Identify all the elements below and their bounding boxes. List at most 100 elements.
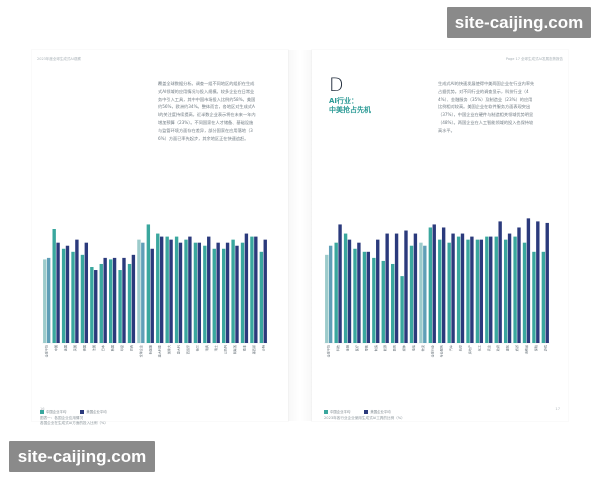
category-label: 荷兰: [194, 345, 199, 351]
category-label: 金融: [345, 345, 350, 351]
legend-label: 美国企业平均: [370, 410, 391, 414]
category-label: 专业服务: [439, 345, 444, 357]
category-label: 媒体: [401, 345, 406, 351]
category-label: 新加坡: [147, 345, 152, 354]
page-number: 17: [555, 407, 560, 411]
page-number: 16: [40, 407, 45, 411]
bar-series-1: [466, 239, 470, 343]
bar-series-1: [193, 242, 198, 343]
category-label: 瑞典: [204, 345, 209, 351]
bar-series-1: [43, 259, 47, 343]
body-text: 覆盖全球数据分析。调查一组不同地区的组织在生成式AI领域的应用情况与投入规模。较…: [158, 81, 256, 141]
bar-series-2: [188, 236, 192, 343]
bar-series-2: [131, 254, 136, 343]
category-label: 旅游: [514, 345, 519, 351]
bar-series-1: [400, 276, 404, 343]
bar-series-2: [526, 218, 531, 343]
bar-series-1: [90, 267, 94, 343]
bar-series-2: [489, 236, 493, 343]
bar-series-1: [362, 251, 367, 343]
bar-series-2: [244, 233, 249, 343]
bar-series-1: [52, 229, 56, 343]
section-title-line: AI行业：: [329, 97, 359, 105]
bar-series-1: [419, 242, 423, 343]
bar-series-1: [485, 236, 489, 343]
category-label: 教育: [392, 345, 397, 351]
bar-series-2: [413, 233, 418, 343]
bar-series-2: [432, 224, 436, 343]
bar-series-2: [75, 239, 79, 343]
bar-series-1: [184, 239, 188, 343]
bar-chart: 全球平均 科技 金融 医疗 零售 制造 能源 教育 媒体 电信 物流 全球行业 专业服务 汽车 航空 房地产化…: [324, 218, 550, 357]
legend-item: 中国企业平均: [324, 409, 350, 414]
running-head: 2023年度全球生成式AI观察: [37, 57, 81, 61]
category-label: 西班牙: [185, 345, 190, 354]
category-label: 韩国: [110, 345, 115, 351]
category-label: 日本: [100, 345, 105, 351]
legend-item: 中国企业平均: [40, 409, 66, 414]
bar-series-1: [137, 239, 141, 343]
legend-swatch: [324, 409, 328, 414]
bar-series-2: [470, 236, 474, 343]
bar-series-1: [494, 236, 498, 343]
bar-series-2: [498, 221, 502, 343]
category-label: 游戏: [542, 345, 547, 351]
legend-swatch: [364, 409, 369, 414]
category-label: 中国: [53, 345, 58, 351]
bar-series-1: [522, 242, 527, 343]
bar-series-1: [212, 248, 216, 343]
bar-series-2: [385, 233, 389, 343]
legend-item: 美国企业平均: [364, 409, 391, 414]
chart-caption: 2023年各行业企业使用生成式AI工具的比例（%）: [324, 416, 405, 421]
category-label: 建筑: [505, 345, 510, 351]
bar-series-2: [394, 233, 399, 343]
category-label: 美国: [63, 345, 68, 351]
category-label: 医疗: [354, 345, 359, 351]
legend-swatch: [80, 409, 85, 414]
legend-item: 美国企业平均: [80, 409, 107, 414]
category-label: 汽车: [448, 345, 453, 351]
bar-series-1: [381, 260, 385, 343]
bar-series-2: [536, 221, 540, 343]
category-label: 瑞士: [213, 345, 218, 351]
caption-line: 2023年各行业企业使用生成式AI工具的比例（%）: [324, 416, 405, 420]
bar-series-2: [347, 239, 352, 343]
bar-series-1: [541, 251, 546, 343]
bar-series-2: [56, 242, 60, 343]
bar-series-1: [334, 242, 338, 343]
bar-series-2: [357, 242, 361, 343]
chart-container: 全球平均 科技 金融 医疗 零售 制造 能源 教育 媒体 电信 物流 全球行业 专业服务 汽车 航空 房地产化…: [320, 183, 554, 393]
category-label: 农业: [486, 345, 491, 351]
category-label: 航空: [458, 345, 463, 351]
category-label: 印度: [119, 345, 124, 351]
section-title: AI行业： 中美抢占先机: [329, 97, 419, 115]
bar-series-1: [390, 263, 395, 343]
category-label: 保险: [533, 344, 538, 351]
chart-legend: 中国企业平均 美国企业平均: [324, 409, 391, 414]
bar-series-2: [94, 270, 98, 343]
bar-series-2: [441, 227, 446, 343]
category-label: 法国: [91, 345, 96, 351]
bar-series-1: [127, 263, 132, 343]
bar-series-1: [108, 259, 113, 343]
bar-series-1: [240, 242, 245, 343]
caption-line: 图表一：各国企业应用情况: [40, 416, 84, 420]
category-label: 意大利: [176, 345, 181, 354]
bar-series-2: [150, 248, 154, 343]
running-head: Page 17 全球生成式AI发展态势报告: [505, 57, 563, 61]
bar-series-2: [122, 257, 126, 343]
category-label: 墨西哥: [251, 345, 256, 354]
bar-series-1: [231, 239, 235, 343]
legend-label: 中国企业平均: [330, 410, 351, 414]
bar-series-1: [174, 236, 179, 343]
bar-series-1: [221, 248, 226, 343]
bar-series-1: [353, 248, 357, 343]
category-label: 英国: [72, 345, 77, 351]
legend-label: 中国企业平均: [46, 410, 67, 414]
body-text: 生成式AI的快速发展使得中美两国企业在行业内率先占据优势。对不同行业的调查显示，…: [438, 81, 535, 133]
bar-series-1: [61, 248, 66, 343]
bar-series-2: [103, 257, 107, 343]
bar-series-2: [235, 245, 239, 343]
bar-series-1: [372, 257, 376, 343]
